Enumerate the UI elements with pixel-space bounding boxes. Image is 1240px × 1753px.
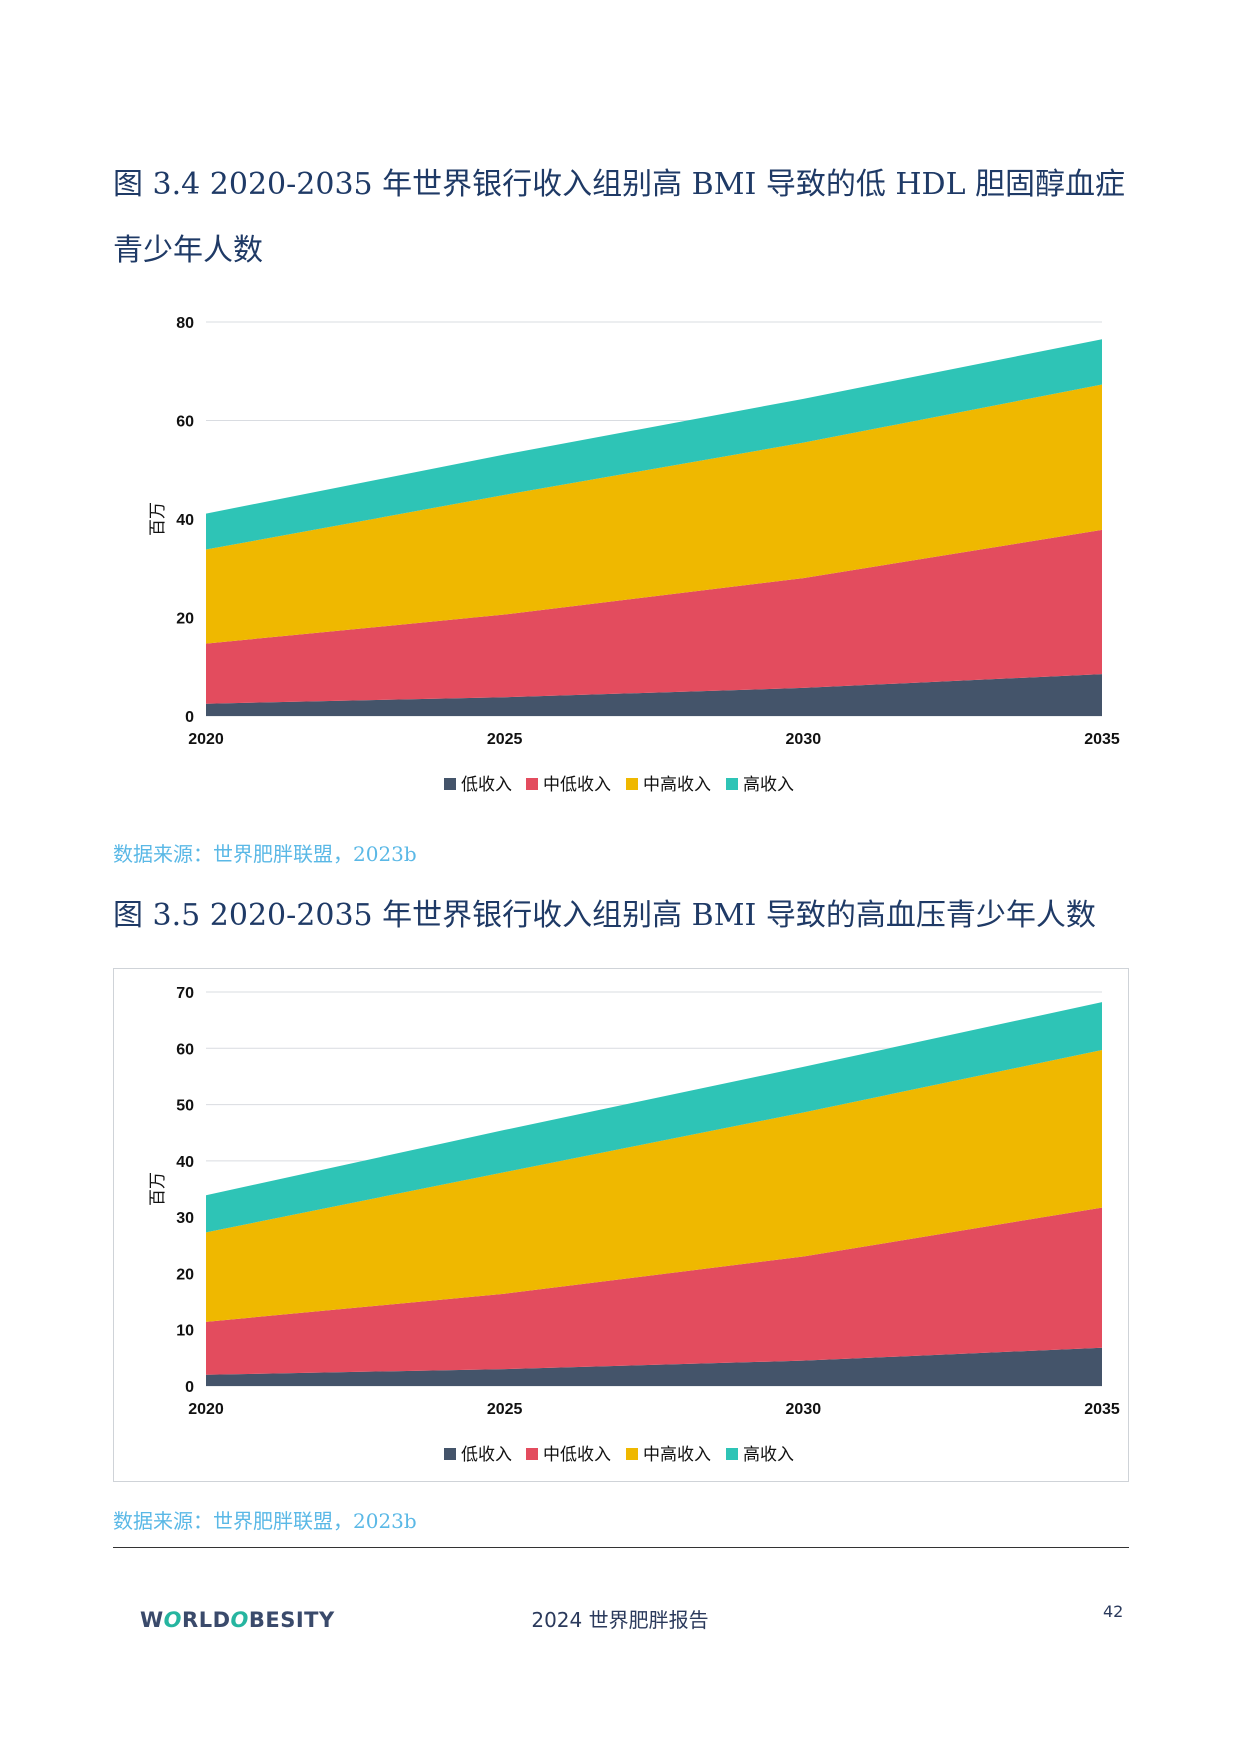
x-tick-label: 2020 (188, 731, 224, 748)
y-tick-label: 20 (176, 1266, 194, 1283)
page-number: 42 (1103, 1602, 1124, 1621)
chart-3-5-frame (113, 968, 1129, 1482)
x-tick-label: 2025 (487, 1401, 523, 1418)
figure-3-4-source: 数据来源：世界肥胖联盟，2023b (113, 842, 417, 866)
legend-swatch (726, 778, 738, 790)
figure-3-5-source: 数据来源：世界肥胖联盟，2023b (113, 1509, 417, 1533)
legend-swatch (526, 1448, 538, 1460)
area-series-1 (206, 674, 1102, 716)
legend-label: 中低收入 (543, 1445, 611, 1465)
area-series-3 (206, 384, 1102, 644)
legend-label: 中低收入 (543, 775, 611, 795)
legend-label: 中高收入 (643, 1445, 711, 1465)
area-series-4 (206, 1002, 1102, 1233)
area-series-2 (206, 529, 1102, 704)
x-tick-label: 2030 (786, 731, 822, 748)
area-series-4 (206, 339, 1102, 550)
legend-swatch (626, 1448, 638, 1460)
y-axis-label: 百万 (148, 1172, 168, 1206)
x-tick-label: 2030 (786, 1401, 822, 1418)
legend-swatch (526, 778, 538, 790)
area-series-1 (206, 1347, 1102, 1386)
area-series-2 (206, 1207, 1102, 1375)
y-tick-label: 0 (185, 709, 194, 726)
legend-swatch (444, 1448, 456, 1460)
world-obesity-logo: W O RLD O BESITY (140, 1608, 335, 1632)
x-tick-label: 2025 (487, 731, 523, 748)
y-axis-label: 百万 (148, 502, 168, 536)
y-tick-label: 40 (176, 512, 194, 529)
legend-label: 低收入 (461, 1445, 512, 1465)
y-tick-label: 40 (176, 1154, 194, 1171)
x-tick-label: 2020 (188, 1401, 224, 1418)
y-tick-label: 60 (176, 414, 194, 431)
legend-label: 中高收入 (643, 775, 711, 795)
y-tick-label: 50 (176, 1098, 194, 1115)
footer-divider (113, 1547, 1129, 1548)
y-tick-label: 30 (176, 1210, 194, 1227)
area-series-3 (206, 1049, 1102, 1322)
y-tick-label: 10 (176, 1323, 194, 1340)
legend-label: 高收入 (743, 1445, 794, 1465)
y-tick-label: 20 (176, 611, 194, 628)
legend-label: 低收入 (461, 775, 512, 795)
legend-swatch (626, 778, 638, 790)
legend-swatch (726, 1448, 738, 1460)
report-title: 2024 世界肥胖报告 (531, 1608, 709, 1632)
y-tick-label: 0 (185, 1379, 194, 1396)
legend-swatch (444, 778, 456, 790)
figure-3-4-title: 图 3.4 2020-2035 年世界银行收入组别高 BMI 导致的低 HDL … (113, 167, 1126, 268)
y-tick-label: 80 (176, 315, 194, 332)
x-tick-label: 2035 (1084, 731, 1120, 748)
y-tick-label: 70 (176, 985, 194, 1002)
figure-3-5-title: 图 3.5 2020-2035 年世界银行收入组别高 BMI 导致的高血压青少年… (113, 898, 1096, 933)
x-tick-label: 2035 (1084, 1401, 1120, 1418)
y-tick-label: 60 (176, 1041, 194, 1058)
legend-label: 高收入 (743, 775, 794, 795)
